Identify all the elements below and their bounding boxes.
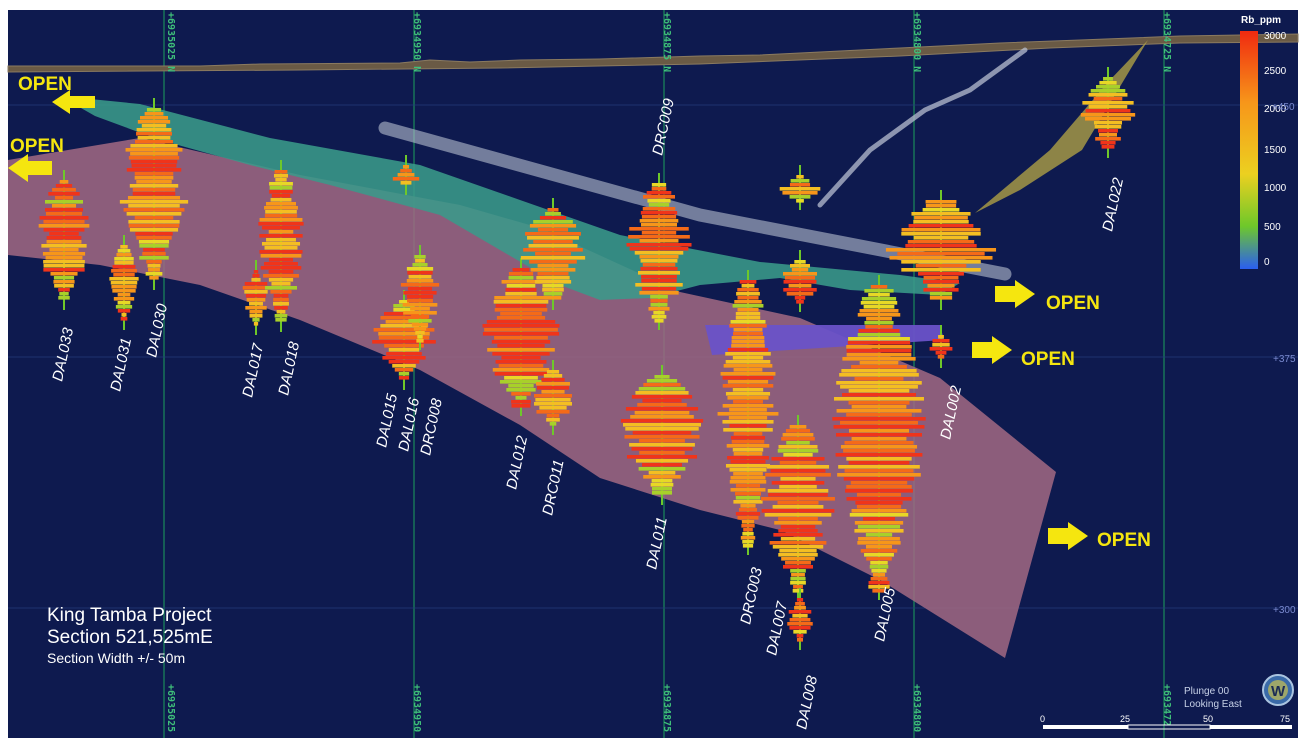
open-arrow-right-1	[995, 280, 1035, 308]
drill-hole-dal018	[258, 160, 304, 332]
drill-hole-dal008	[779, 165, 821, 210]
drill-hole-dal030	[119, 98, 189, 290]
drill-hole-dal015	[392, 155, 420, 195]
drill-hole-drc011	[520, 198, 586, 310]
drill-hole-dal033	[38, 170, 90, 310]
rb-legend: Rb_ppm 3000 2500 2000 1500 1000 500 0	[1240, 15, 1287, 269]
section-subtitle: Section 521,525mE	[47, 627, 213, 648]
drill-hole-dal002-low	[929, 325, 953, 368]
scale-bar-segment-1	[1043, 725, 1128, 729]
drill-hole-dal008-lower	[787, 588, 813, 650]
drill-hole-dal016	[372, 290, 436, 390]
looking-text: Looking East	[1184, 699, 1242, 710]
northing-bottom-5: +693472	[1161, 684, 1172, 726]
drill-hole-dal002	[885, 190, 997, 310]
legend-tick-1000: 1000	[1264, 183, 1287, 194]
drill-holes	[38, 67, 1136, 650]
northing-top-2: +6934950 N	[411, 12, 422, 72]
plunge-text: Plunge 00	[1184, 686, 1229, 697]
scale-tick-75: 75	[1280, 714, 1290, 724]
open-arrow-right-2	[972, 336, 1012, 364]
northing-top-1: +6935025 N	[165, 12, 176, 72]
scale-tick-50: 50	[1203, 714, 1213, 724]
elevation-label-375: +375	[1273, 354, 1296, 365]
svg-text:W: W	[1271, 683, 1286, 700]
open-arrow-left-1	[52, 90, 95, 114]
drill-hole-dal008-upper	[783, 250, 817, 312]
legend-tick-2000: 2000	[1264, 104, 1287, 115]
structure-line-2	[817, 47, 1028, 208]
drill-hole-dal017	[242, 260, 270, 335]
open-label-1: OPEN	[18, 74, 72, 95]
drill-hole-dal011	[620, 365, 704, 505]
section-title: King Tamba Project	[47, 605, 212, 626]
northing-labels: +6935025 N +6934950 N +6934875 N +693480…	[165, 12, 1172, 732]
legend-tick-1500: 1500	[1264, 145, 1287, 156]
legend-title: Rb_ppm	[1241, 15, 1281, 26]
upper-mineralised-zone	[60, 96, 960, 300]
topography-surface	[7, 33, 1299, 73]
scale-tick-25: 25	[1120, 714, 1130, 724]
open-arrow-right-3	[1048, 522, 1088, 550]
northing-top-5: +6934725 N	[1161, 12, 1172, 72]
open-arrow-left-2	[8, 154, 52, 182]
drill-hole-drc011-low	[534, 360, 572, 435]
drill-hole-dal005	[832, 275, 926, 600]
elevation-label-300: +300	[1273, 605, 1296, 616]
drill-hole-dal022	[1080, 67, 1136, 158]
scale-tick-0: 0	[1040, 714, 1045, 724]
scale-bar-segment-3	[1210, 725, 1292, 729]
drill-hole-dal031	[109, 235, 139, 330]
northing-bottom-4: +6934800	[911, 684, 922, 732]
open-label-4: OPEN	[1021, 349, 1075, 370]
drill-hole-drc009	[626, 173, 692, 330]
legend-tick-500: 500	[1264, 222, 1281, 233]
legend-tick-3000: 3000	[1264, 31, 1287, 42]
legend-tick-0: 0	[1264, 257, 1270, 268]
drill-hole-drc003	[717, 270, 779, 555]
drill-hole-dal007	[761, 415, 835, 600]
northing-bottom-1: +6935025	[165, 684, 176, 732]
open-label-5: OPEN	[1097, 530, 1151, 551]
northing-bottom-2: +6934950	[411, 684, 422, 732]
open-label-2: OPEN	[10, 136, 64, 157]
scale-bar: 0 25 50 75	[1040, 714, 1292, 730]
logo-icon: W	[1262, 674, 1294, 706]
open-arrows: OPEN OPEN OPEN OPEN OPEN	[8, 74, 1151, 551]
northing-bottom-3: +6934875	[661, 684, 672, 732]
northing-top-3: +6934875 N	[661, 12, 672, 72]
open-label-3: OPEN	[1046, 293, 1100, 314]
northing-top-4: +6934800 N	[911, 12, 922, 72]
legend-colorbar	[1240, 31, 1258, 269]
section-width: Section Width +/- 50m	[47, 650, 185, 666]
drill-hole-dal012	[482, 258, 560, 416]
legend-tick-2500: 2500	[1264, 66, 1287, 77]
elevation-label-450: +450	[1272, 102, 1295, 113]
drill-hole-drc008	[400, 245, 440, 350]
